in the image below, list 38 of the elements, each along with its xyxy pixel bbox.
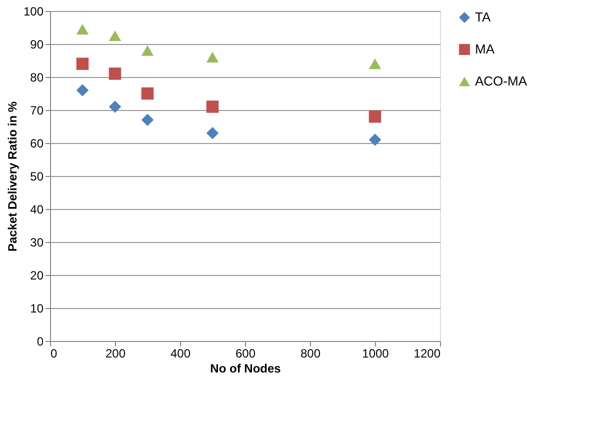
- y-tick-label: 90: [30, 38, 44, 52]
- point: [76, 84, 89, 96]
- x-tick-label: 1000: [362, 346, 390, 360]
- point: [368, 134, 382, 146]
- point: [368, 110, 382, 123]
- y-tick-label: 30: [30, 236, 44, 250]
- x-tick-label: 400: [170, 346, 191, 360]
- legend-label: TA: [475, 10, 491, 24]
- y-tick-label: 80: [30, 70, 44, 84]
- x-tick-label: 200: [105, 346, 126, 360]
- y-axis-title: Packet Delivery Ratio in %: [5, 101, 20, 252]
- y-tick-label: 70: [30, 104, 44, 118]
- x-tick-label: 0: [50, 346, 58, 360]
- legend-label: ACO-MA: [475, 74, 528, 88]
- point: [206, 126, 219, 140]
- y-tick-label: 20: [30, 268, 44, 282]
- point: [206, 100, 219, 113]
- point: [108, 100, 122, 113]
- x-tick-label: 1200: [414, 346, 441, 360]
- y-tick-label: 60: [30, 136, 44, 150]
- y-tick-label: 50: [30, 170, 44, 184]
- x-tick-label: 600: [235, 346, 256, 360]
- point: [76, 24, 89, 34]
- y-tick-label: 0: [36, 334, 44, 348]
- x-axis-title: No of Nodes: [210, 362, 282, 376]
- y-tick-label: 40: [30, 202, 44, 216]
- x-tick-label: 800: [300, 346, 321, 360]
- point: [76, 58, 89, 70]
- y-tick-label: 100: [23, 4, 44, 18]
- y-tick-label: 10: [30, 302, 44, 316]
- point: [206, 52, 219, 63]
- point: [108, 30, 122, 42]
- point: [141, 87, 154, 100]
- point: [368, 58, 382, 70]
- point: [108, 68, 122, 80]
- point: [141, 45, 154, 56]
- legend-label: MA: [475, 42, 495, 56]
- point: [141, 114, 154, 126]
